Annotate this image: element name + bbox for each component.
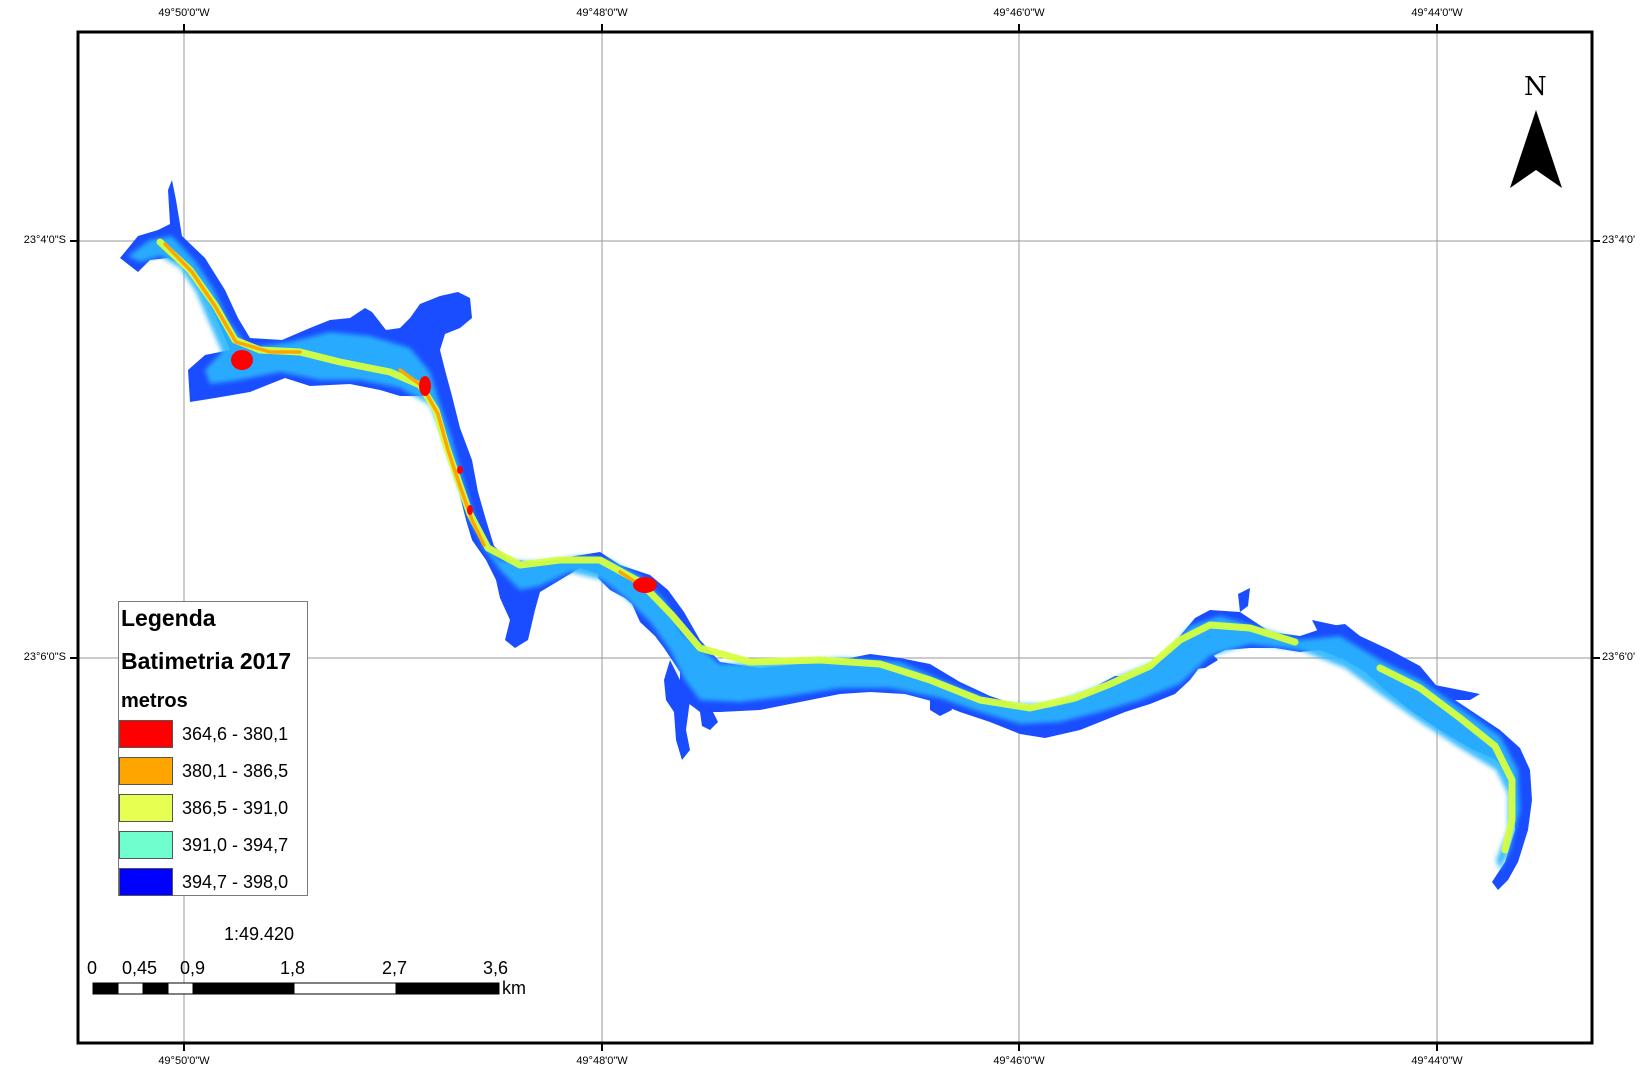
- scale-tick-label: 0,45: [122, 958, 158, 978]
- reservoir-cove: [1238, 588, 1250, 612]
- longitude-label-top: 49°46'0"W: [993, 7, 1045, 19]
- legend-item-label: 394,7 - 398,0: [182, 872, 289, 892]
- reservoir-islet: [700, 710, 718, 730]
- map-frame: [76, 30, 1594, 1045]
- longitude-label-bottom: 49°44'0"W: [1411, 1055, 1463, 1067]
- scale-bar-segment: [142, 982, 169, 995]
- north-arrow-icon: [1510, 110, 1562, 188]
- scale-unit: km: [502, 978, 526, 998]
- legend-panel: Legenda Batimetria 2017 metros 364,6 - 3…: [118, 601, 308, 896]
- latitude-label-left: 23°4'0"S: [23, 234, 66, 246]
- longitude-label-top: 49°50'0"W: [158, 7, 210, 19]
- legend-item-label: 380,1 - 386,5: [182, 761, 289, 781]
- reservoir-upper-arm: [120, 180, 615, 648]
- legend-swatch: [119, 831, 173, 859]
- legend-item: 394,7 - 398,0: [119, 868, 309, 900]
- scale-bar-segment: [192, 982, 295, 995]
- scale-bar: [92, 982, 500, 995]
- legend-swatch: [119, 868, 173, 896]
- thalweg-shallow-line: [1376, 664, 1516, 854]
- legend-layer-name: Batimetria 2017: [121, 648, 292, 674]
- longitude-label-bottom: 49°46'0"W: [993, 1055, 1045, 1067]
- reservoir-main-channel: [598, 552, 1532, 890]
- legend-item-label: 364,6 - 380,1: [182, 724, 289, 744]
- deep-spot: [419, 376, 431, 396]
- legend-item: 380,1 - 386,5: [119, 757, 309, 789]
- deep-spot: [231, 350, 253, 370]
- longitude-label-bottom: 49°48'0"W: [576, 1055, 628, 1067]
- scale-bar-segment: [92, 982, 119, 995]
- frame-ticks: [70, 24, 1600, 1051]
- legend-swatch: [119, 720, 173, 748]
- north-label: N: [1524, 72, 1547, 102]
- scale-tick-label: 1,8: [280, 958, 306, 978]
- scale-tick-label: 2,7: [382, 958, 408, 978]
- latitude-label-right: 23°6'0': [1602, 651, 1636, 663]
- scale-tick-label: 0,9: [180, 958, 206, 978]
- longitude-label-top: 49°44'0"W: [1411, 7, 1463, 19]
- scale-ratio: 1:49.420: [224, 924, 295, 944]
- deep-spot: [633, 577, 657, 593]
- legend-item-label: 386,5 - 391,0: [182, 798, 289, 818]
- latitude-label-left: 23°6'0"S: [23, 651, 66, 663]
- deep-spot: [467, 505, 473, 515]
- legend-title: Legenda: [121, 605, 216, 631]
- scale-bar-segment: [395, 982, 500, 995]
- legend-item: 391,0 - 394,7: [119, 831, 309, 863]
- latitude-label-right: 23°4'0': [1602, 234, 1636, 246]
- reservoir-south-inlet: [664, 660, 690, 760]
- scale-tick-label: 0: [87, 958, 98, 978]
- legend-unit: metros: [121, 690, 188, 712]
- reservoir-bathymetry: [120, 180, 1532, 890]
- legend-swatch: [119, 794, 173, 822]
- scale-tick-label: 3,6: [483, 958, 509, 978]
- longitude-label-top: 49°48'0"W: [576, 7, 628, 19]
- reservoir-upper-bay: [1312, 620, 1410, 676]
- legend-item-label: 391,0 - 394,7: [182, 835, 289, 855]
- longitude-label-bottom: 49°50'0"W: [158, 1055, 210, 1067]
- legend-item: 386,5 - 391,0: [119, 794, 309, 826]
- legend-item: 364,6 - 380,1: [119, 720, 309, 752]
- deep-spot: [457, 466, 463, 474]
- legend-swatch: [119, 757, 173, 785]
- thalweg-shallow-line: [156, 238, 1299, 712]
